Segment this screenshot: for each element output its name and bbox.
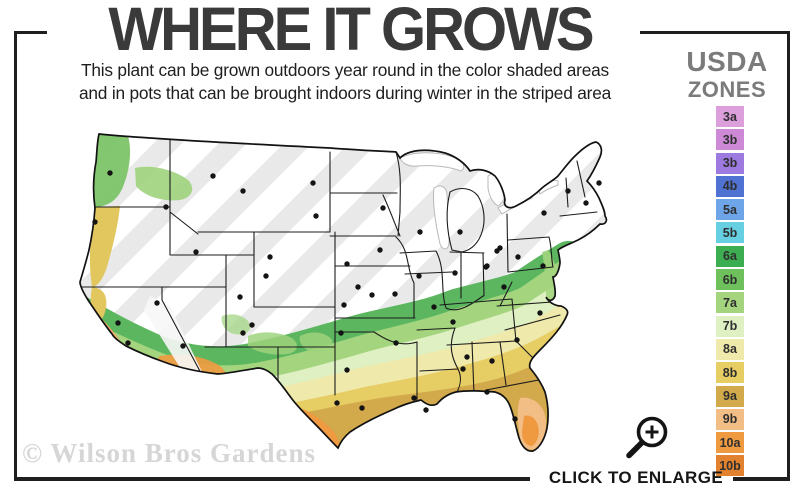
frame-border-right [787,31,790,481]
legend-swatch-9a-12: 9a [716,385,744,407]
city-dot [541,210,547,216]
city-dot [237,294,243,300]
city-dot [483,264,489,270]
legend-swatch-10a-14: 10a [716,432,744,454]
legend-swatch-6a-6: 6a [716,245,744,267]
city-dot [452,270,458,276]
city-dot [163,204,169,210]
frame-border-bottom-right [733,477,790,481]
city-dot [193,249,199,255]
city-dot [341,302,347,308]
city-dot [355,284,361,290]
city-dot [249,322,255,328]
city-dot [380,205,386,211]
michigan-mitten [446,187,485,253]
city-dot [180,343,186,349]
city-dot [583,200,589,206]
frame-border-top-left [14,31,47,34]
page-title: WHERE IT GROWS [108,0,594,64]
city-dot [240,188,246,194]
city-dot [423,407,429,413]
city-dot [359,405,365,411]
subtitle: This plant can be grown outdoors year ro… [30,59,660,105]
magnifier-plus-icon [626,416,668,459]
city-dot [338,330,344,336]
legend-swatch-7b-9: 7b [716,315,744,337]
frame-border-bottom-left [14,477,530,481]
legend-swatch-8b-11: 8b [716,362,744,384]
city-dot [240,330,246,336]
city-dot [484,389,490,395]
state-borders [80,139,598,405]
city-dot [489,358,495,364]
city-dot [210,173,216,179]
frame-border-left [14,31,17,481]
city-dot [457,229,463,235]
city-dot [411,395,417,401]
city-dot [369,292,375,298]
city-dot [154,300,160,306]
city-dot [313,213,319,219]
city-dot [540,263,546,269]
subtitle-line-2: and in pots that can be brought indoors … [78,82,612,103]
city-dot [565,188,571,194]
city-dot [310,180,316,186]
city-dot [392,291,398,297]
legend-swatch-8a-10: 8a [716,338,744,360]
city-dot [450,319,456,325]
legend-swatch-4b-3: 4b [716,175,744,197]
frame-border-top-right [640,31,790,34]
legend-swatch-5b-5: 5b [716,222,744,244]
city-dot [267,254,273,260]
city-dot [417,229,423,235]
city-dot [512,416,518,422]
city-dot [514,337,520,343]
city-dot [263,273,269,279]
legend-heading: USDA ZONES [668,48,786,101]
legend-swatch-10b-15: 10b [716,455,744,477]
legend-zones: 3a 3b 3b 4b 5a 5b 6a 6b 7a 7b 8a 8b 9a 9b 10a 10b [716,106,744,479]
city-dots [92,170,602,422]
city-dot [501,284,507,290]
legend-heading-zones: ZONES [687,77,767,102]
city-dot [515,254,521,260]
legend-swatch-6b-7: 6b [716,269,744,291]
legend-swatch-5a-4: 5a [716,199,744,221]
us-outline [79,133,608,452]
subtitle-line-1: This plant can be grown outdoors year ro… [80,60,609,80]
city-dot [377,247,383,253]
city-dot [92,219,98,225]
click-to-enlarge-button[interactable]: CLICK TO ENLARGE [538,408,738,494]
watermark: © Wilson Bros Gardens [22,438,316,468]
city-dot [393,340,399,346]
city-dot [344,367,350,373]
city-dot [115,320,121,326]
city-dot [537,310,543,316]
city-dot [125,340,131,346]
legend-swatch-3a-0: 3a [716,106,744,127]
legend-swatch-3b-1: 3b [716,129,744,151]
city-dot [334,400,340,406]
city-dot [464,354,470,360]
city-dot [344,261,350,267]
city-dot [494,248,500,254]
city-dot [107,170,113,176]
legend-swatch-7a-8: 7a [716,292,744,314]
click-to-enlarge-label: CLICK TO ENLARGE [548,468,724,487]
legend-heading-usda: USDA [686,46,768,77]
city-dot [431,304,437,310]
city-dot [416,273,422,279]
legend-swatch-9b-13: 9b [716,408,744,430]
city-dot [460,366,466,372]
city-dot [596,180,602,186]
legend-swatch-3b-2: 3b [716,152,744,174]
